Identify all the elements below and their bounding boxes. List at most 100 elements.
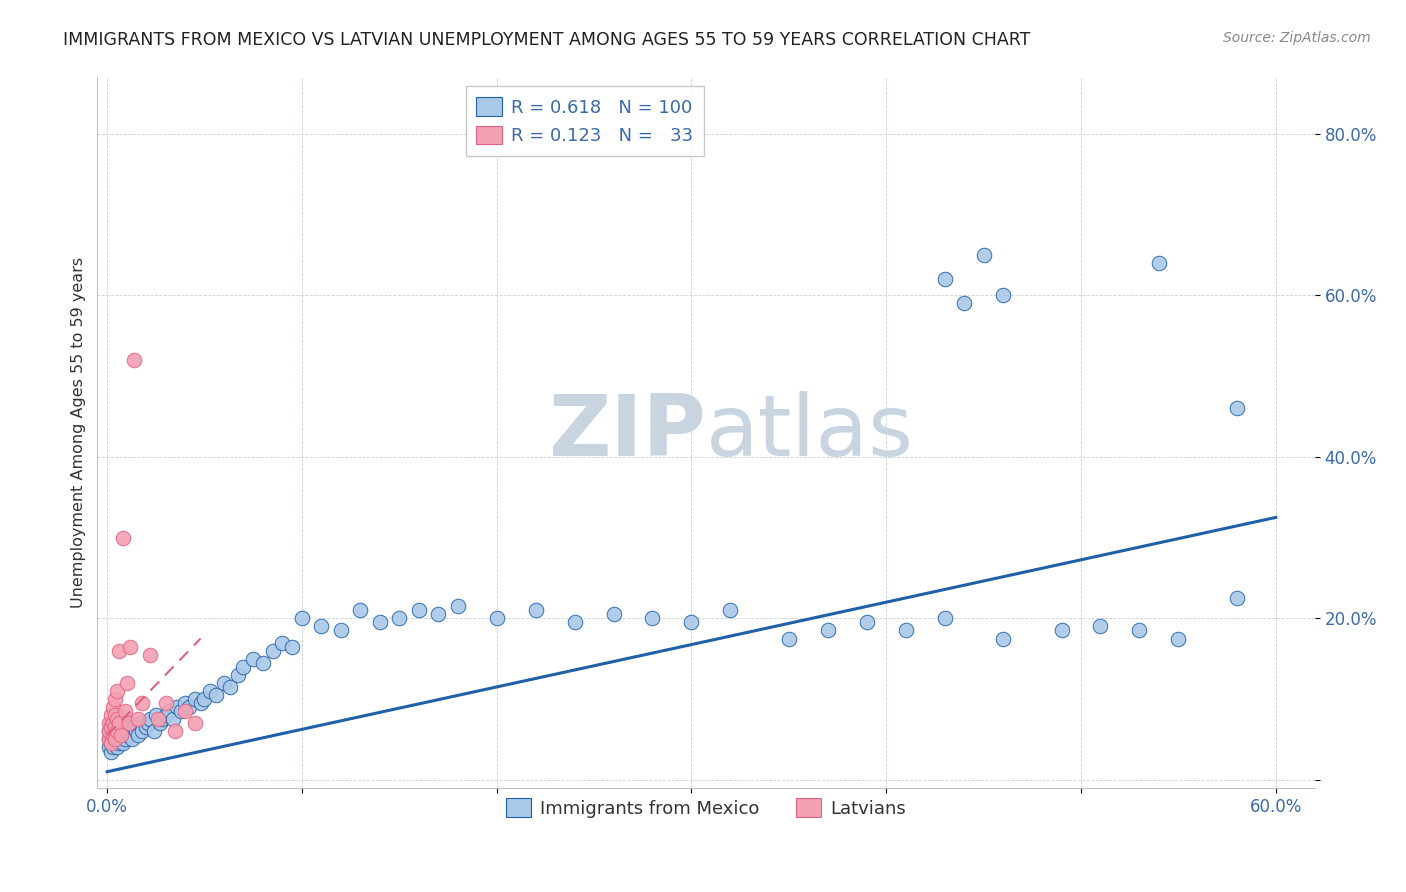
Text: ZIP: ZIP [548, 392, 706, 475]
Point [934, 611, 956, 625]
Point [105, 708, 128, 723]
Point [110, 732, 132, 747]
Point [252, 656, 274, 670]
Point [184, 692, 207, 706]
Point [100, 720, 122, 734]
Point [100, 736, 122, 750]
Point [125, 724, 148, 739]
Point [98, 740, 121, 755]
Point [149, 716, 172, 731]
Point [111, 728, 134, 742]
Point [641, 611, 664, 625]
Point [104, 692, 127, 706]
Point [110, 724, 132, 739]
Point [291, 611, 314, 625]
Point [1128, 624, 1150, 638]
Point [104, 720, 127, 734]
Point [817, 624, 839, 638]
Point [107, 728, 129, 742]
Point [166, 700, 188, 714]
Point [114, 732, 136, 747]
Point [111, 531, 134, 545]
Text: Source: ZipAtlas.com: Source: ZipAtlas.com [1223, 31, 1371, 45]
Point [100, 736, 122, 750]
Point [131, 696, 153, 710]
Point [991, 632, 1014, 646]
Point [104, 708, 127, 723]
Point [145, 708, 167, 723]
Point [991, 288, 1014, 302]
Point [165, 724, 187, 739]
Point [174, 704, 197, 718]
Point [232, 659, 254, 673]
Legend: Immigrants from Mexico, Latvians: Immigrants from Mexico, Latvians [499, 791, 912, 825]
Point [100, 728, 122, 742]
Point [155, 696, 177, 710]
Point [124, 353, 146, 368]
Text: IMMIGRANTS FROM MEXICO VS LATVIAN UNEMPLOYMENT AMONG AGES 55 TO 59 YEARS CORRELA: IMMIGRANTS FROM MEXICO VS LATVIAN UNEMPL… [63, 31, 1031, 49]
Point [135, 720, 157, 734]
Point [218, 680, 240, 694]
Point [934, 272, 956, 286]
Point [146, 712, 169, 726]
Point [1226, 401, 1249, 416]
Point [162, 712, 184, 726]
Point [485, 611, 508, 625]
Point [104, 732, 127, 747]
Point [114, 704, 136, 718]
Point [98, 724, 121, 739]
Point [139, 648, 162, 662]
Point [127, 728, 149, 742]
Point [105, 712, 128, 726]
Point [142, 724, 165, 739]
Point [778, 632, 800, 646]
Point [107, 736, 129, 750]
Point [953, 296, 976, 310]
Point [200, 684, 222, 698]
Point [408, 603, 430, 617]
Point [100, 708, 122, 723]
Point [1090, 619, 1112, 633]
Point [205, 688, 228, 702]
Point [190, 696, 212, 710]
Point [105, 684, 128, 698]
Point [681, 615, 703, 630]
Point [139, 712, 162, 726]
Point [104, 736, 127, 750]
Point [117, 724, 139, 739]
Point [101, 712, 124, 726]
Point [101, 724, 124, 739]
Point [107, 643, 129, 657]
Point [101, 740, 124, 755]
Point [131, 724, 153, 739]
Point [121, 732, 143, 747]
Point [115, 728, 138, 742]
Point [150, 712, 173, 726]
Point [177, 700, 200, 714]
Point [107, 716, 129, 731]
Text: atlas: atlas [706, 392, 914, 475]
Point [602, 607, 624, 622]
Point [100, 720, 122, 734]
Point [1226, 591, 1249, 606]
Point [447, 599, 470, 614]
Point [170, 704, 193, 718]
Point [564, 615, 586, 630]
Point [115, 676, 138, 690]
Point [368, 615, 391, 630]
Point [427, 607, 450, 622]
Y-axis label: Unemployment Among Ages 55 to 59 years: Unemployment Among Ages 55 to 59 years [72, 257, 86, 608]
Point [855, 615, 877, 630]
Point [157, 704, 180, 718]
Point [524, 603, 547, 617]
Point [120, 640, 142, 654]
Point [120, 728, 142, 742]
Point [98, 732, 121, 747]
Point [271, 635, 294, 649]
Point [104, 720, 127, 734]
Point [101, 728, 124, 742]
Point [718, 603, 741, 617]
Point [311, 619, 333, 633]
Point [124, 720, 146, 734]
Point [1167, 632, 1189, 646]
